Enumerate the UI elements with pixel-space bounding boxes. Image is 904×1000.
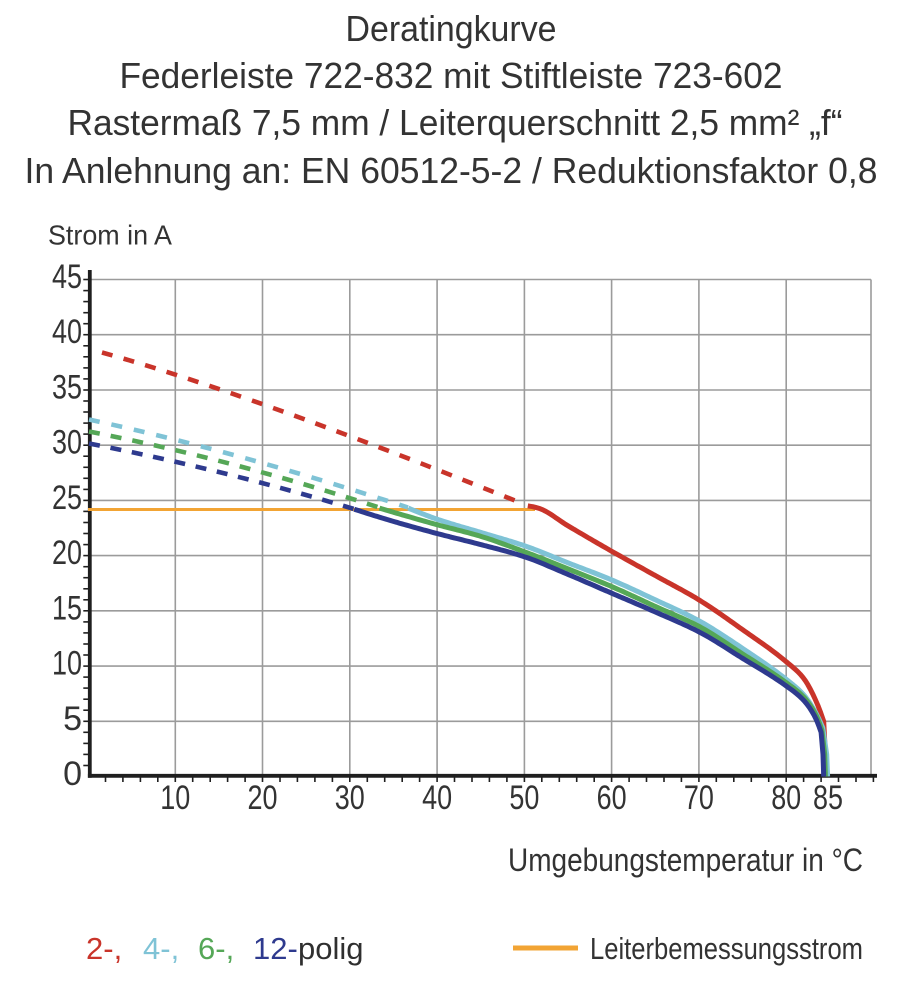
svg-text:In Anlehnung an: EN 60512-5-2: In Anlehnung an: EN 60512-5-2 / Reduktio…: [25, 150, 878, 191]
svg-text:40: 40: [52, 313, 82, 351]
svg-text:25: 25: [52, 479, 82, 517]
svg-text:20: 20: [248, 779, 278, 817]
svg-text:80: 80: [771, 779, 801, 817]
svg-text:30: 30: [335, 779, 365, 817]
svg-text:Rastermaß 7,5 mm / Leiterquers: Rastermaß 7,5 mm / Leiterquerschnitt 2,5…: [68, 102, 843, 143]
svg-text:35: 35: [52, 369, 82, 407]
svg-text:60: 60: [597, 779, 627, 817]
svg-text:40: 40: [422, 779, 452, 817]
svg-text:20: 20: [52, 534, 82, 572]
svg-text:4-,: 4-,: [143, 931, 179, 966]
svg-text:Deratingkurve: Deratingkurve: [346, 8, 557, 49]
svg-text:10: 10: [52, 645, 82, 683]
svg-text:Federleiste 722-832 mit Stiftl: Federleiste 722-832 mit Stiftleiste 723-…: [120, 55, 783, 96]
svg-text:Umgebungstemperatur in °C: Umgebungstemperatur in °C: [508, 842, 863, 878]
svg-text:10: 10: [160, 779, 190, 817]
svg-text:50: 50: [509, 779, 539, 817]
svg-text:5: 5: [63, 700, 82, 738]
svg-text:2-,: 2-,: [86, 931, 122, 966]
svg-text:70: 70: [684, 779, 714, 817]
svg-text:30: 30: [52, 424, 82, 462]
svg-text:15: 15: [52, 589, 82, 627]
svg-text:0: 0: [63, 755, 82, 793]
svg-text:12-: 12-: [253, 931, 298, 966]
svg-text:6-,: 6-,: [198, 931, 234, 966]
svg-text:85: 85: [813, 779, 843, 817]
svg-text:45: 45: [52, 258, 82, 296]
svg-text:Leiterbemessungsstrom: Leiterbemessungsstrom: [590, 931, 863, 966]
svg-text:polig: polig: [298, 931, 364, 966]
svg-text:Strom in A: Strom in A: [48, 220, 172, 251]
